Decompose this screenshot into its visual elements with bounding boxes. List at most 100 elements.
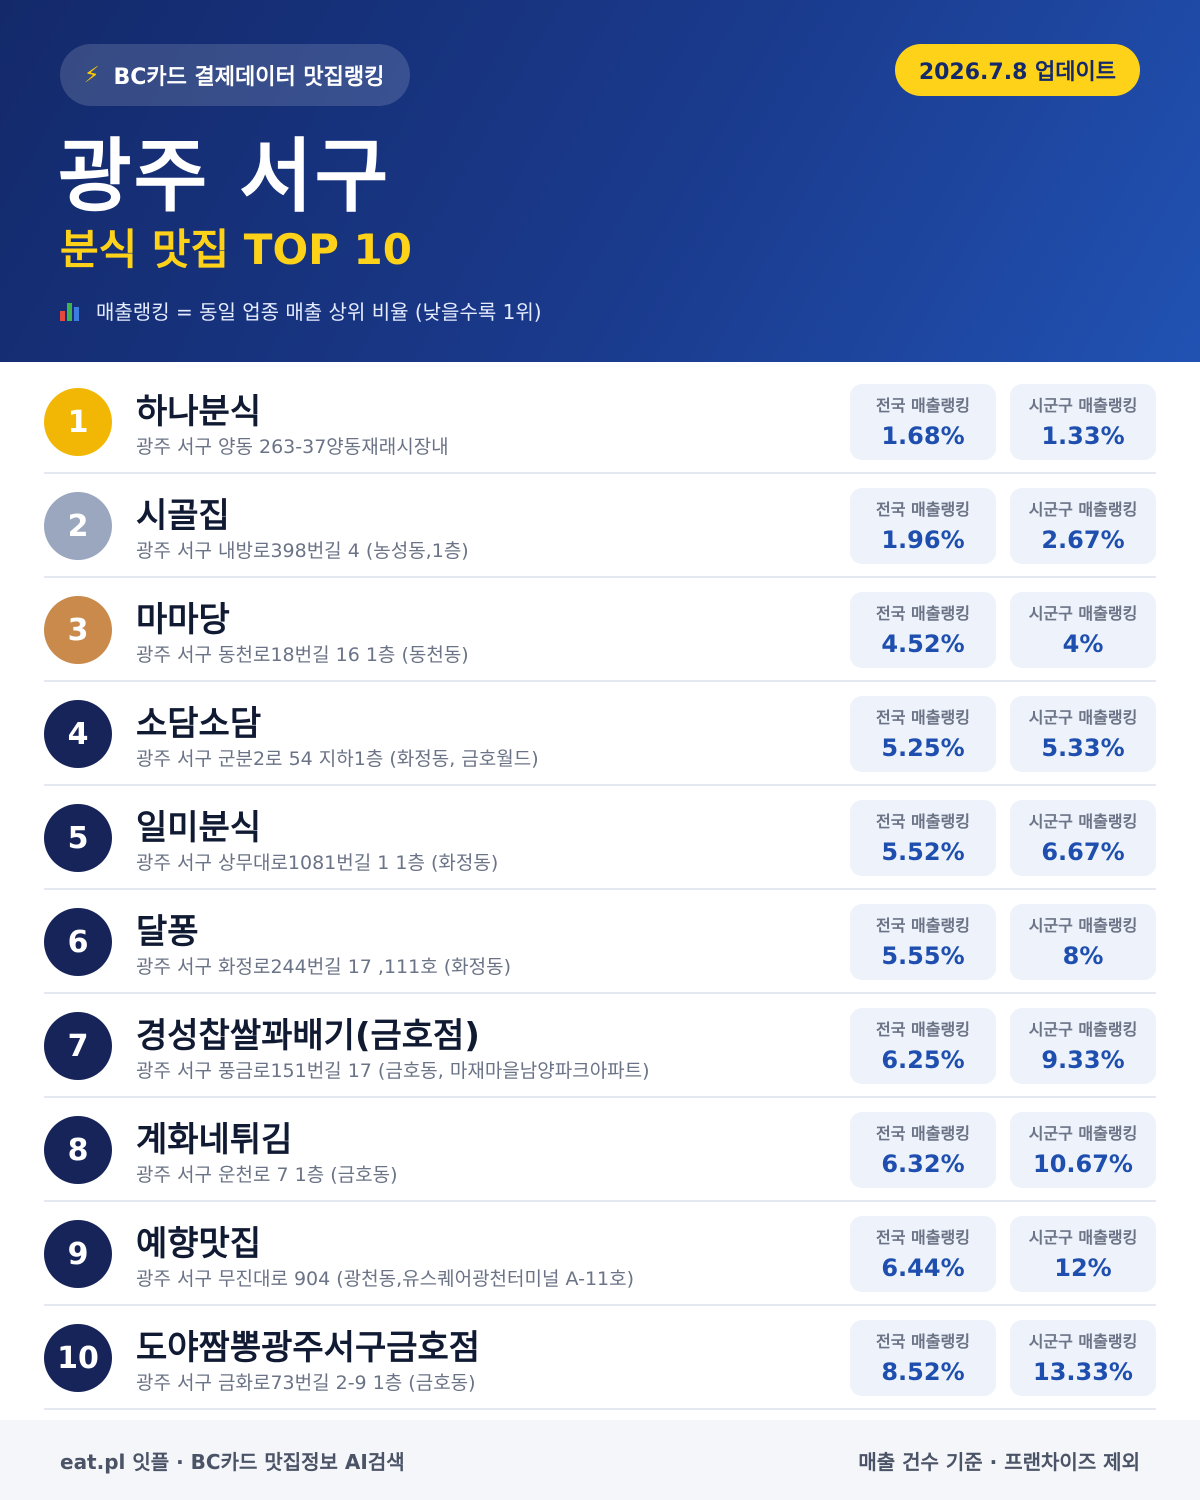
national-ranking-label: 전국 매출랭킹 (876, 708, 970, 727)
national-ranking-label: 전국 매출랭킹 (876, 500, 970, 519)
restaurant-name: 소담소담 (136, 704, 262, 744)
restaurant-address: 광주 서구 양동 263-37양동재래시장내 (136, 436, 449, 458)
source-label: BC카드 결제데이터 맛집랭킹 (113, 65, 385, 90)
restaurant-address: 광주 서구 내방로398번길 4 (농성동,1층) (136, 540, 469, 562)
local-ranking-value: 1.33% (1041, 422, 1125, 450)
legend-text: 매출랭킹 = 동일 업종 매출 상위 비율 (낮을수록 1위) (96, 300, 542, 324)
national-ranking-box: 전국 매출랭킹 8.52% (850, 1320, 996, 1396)
restaurant-name: 마마당 (136, 600, 230, 640)
local-ranking-box: 시군구 매출랭킹 13.33% (1010, 1320, 1156, 1396)
local-ranking-box: 시군구 매출랭킹 1.33% (1010, 384, 1156, 460)
update-label: 2026.7.8 업데이트 (918, 60, 1116, 85)
local-ranking-box: 시군구 매출랭킹 9.33% (1010, 1008, 1156, 1084)
region-title: 광주 서구 (58, 130, 391, 223)
rank-badge: 8 (44, 1116, 112, 1184)
restaurant-name: 달퐁 (136, 912, 199, 952)
restaurant-name: 계화네튀김 (136, 1120, 293, 1160)
restaurant-name: 일미분식 (136, 808, 262, 848)
list-item[interactable]: 5 일미분식 광주 서구 상무대로1081번길 1 1층 (화정동) 전국 매출랭킹 5… (44, 786, 1156, 890)
local-ranking-label: 시군구 매출랭킹 (1028, 1332, 1138, 1351)
national-ranking-value: 1.96% (881, 526, 965, 554)
national-ranking-value: 6.25% (881, 1046, 965, 1074)
restaurant-address: 광주 서구 금화로73번길 2-9 1층 (금호동) (136, 1372, 476, 1394)
national-ranking-box: 전국 매출랭킹 6.25% (850, 1008, 996, 1084)
national-ranking-box: 전국 매출랭킹 5.25% (850, 696, 996, 772)
list-item[interactable]: 4 소담소담 광주 서구 군분2로 54 지하1층 (화정동, 금호월드) 전국 매출… (44, 682, 1156, 786)
national-ranking-label: 전국 매출랭킹 (876, 812, 970, 831)
rank-badge: 9 (44, 1220, 112, 1288)
national-ranking-box: 전국 매출랭킹 1.96% (850, 488, 996, 564)
restaurant-name: 도야짬뽕광주서구금호점 (136, 1328, 481, 1368)
local-ranking-value: 13.33% (1033, 1358, 1133, 1386)
national-ranking-label: 전국 매출랭킹 (876, 396, 970, 415)
lightning-icon: ⚡ (84, 62, 100, 88)
national-ranking-box: 전국 매출랭킹 1.68% (850, 384, 996, 460)
local-ranking-box: 시군구 매출랭킹 10.67% (1010, 1112, 1156, 1188)
national-ranking-box: 전국 매출랭킹 6.44% (850, 1216, 996, 1292)
restaurant-address: 광주 서구 무진대로 904 (광천동,유스퀘어광천터미널 A-11호) (136, 1268, 635, 1290)
local-ranking-label: 시군구 매출랭킹 (1028, 812, 1138, 831)
national-ranking-box: 전국 매출랭킹 4.52% (850, 592, 996, 668)
national-ranking-box: 전국 매출랭킹 5.55% (850, 904, 996, 980)
local-ranking-value: 9.33% (1041, 1046, 1125, 1074)
national-ranking-value: 6.32% (881, 1150, 965, 1178)
national-ranking-value: 1.68% (881, 422, 965, 450)
national-ranking-box: 전국 매출랭킹 5.52% (850, 800, 996, 876)
local-ranking-label: 시군구 매출랭킹 (1028, 396, 1138, 415)
header-banner: ⚡ BC카드 결제데이터 맛집랭킹 2026.7.8 업데이트 광주 서구 분식… (0, 0, 1200, 362)
national-ranking-value: 6.44% (881, 1254, 965, 1282)
local-ranking-value: 4% (1062, 630, 1104, 658)
national-ranking-label: 전국 매출랭킹 (876, 916, 970, 935)
restaurant-name: 경성찹쌀꽈배기(금호점) (136, 1016, 480, 1056)
national-ranking-label: 전국 매출랭킹 (876, 1228, 970, 1247)
national-ranking-value: 5.55% (881, 942, 965, 970)
rank-badge: 2 (44, 492, 112, 560)
local-ranking-value: 10.67% (1033, 1150, 1133, 1178)
restaurant-name: 시골집 (136, 496, 230, 536)
local-ranking-label: 시군구 매출랭킹 (1028, 916, 1138, 935)
restaurant-address: 광주 서구 운천로 7 1층 (금호동) (136, 1164, 398, 1186)
rank-badge: 3 (44, 596, 112, 664)
restaurant-list: 1 하나분식 광주 서구 양동 263-37양동재래시장내 전국 매출랭킹 1.68% 시… (44, 370, 1156, 1410)
restaurant-address: 광주 서구 화정로244번길 17 ,111호 (화정동) (136, 956, 512, 978)
rank-badge: 1 (44, 388, 112, 456)
national-ranking-label: 전국 매출랭킹 (876, 1332, 970, 1351)
restaurant-name: 하나분식 (136, 392, 262, 432)
national-ranking-label: 전국 매출랭킹 (876, 1124, 970, 1143)
category-title: 분식 맛집 TOP 10 (60, 225, 413, 274)
footer: eat.pl 잇플 · BC카드 맛집정보 AI검색 매출 건수 기준 · 프랜… (0, 1420, 1200, 1500)
rank-badge: 6 (44, 908, 112, 976)
restaurant-name: 예향맛집 (136, 1224, 262, 1264)
update-date-badge: 2026.7.8 업데이트 (894, 44, 1140, 96)
ranking-legend: 매출랭킹 = 동일 업종 매출 상위 비율 (낮을수록 1위) (60, 296, 542, 325)
local-ranking-value: 8% (1062, 942, 1104, 970)
rank-badge: 10 (44, 1324, 112, 1392)
national-ranking-box: 전국 매출랭킹 6.32% (850, 1112, 996, 1188)
source-badge: ⚡ BC카드 결제데이터 맛집랭킹 (60, 44, 411, 106)
local-ranking-box: 시군구 매출랭킹 6.67% (1010, 800, 1156, 876)
restaurant-address: 광주 서구 동천로18번길 16 1층 (동천동) (136, 644, 469, 666)
local-ranking-label: 시군구 매출랭킹 (1028, 500, 1138, 519)
local-ranking-box: 시군구 매출랭킹 4% (1010, 592, 1156, 668)
list-item[interactable]: 7 경성찹쌀꽈배기(금호점) 광주 서구 풍금로151번길 17 (금호동, 마재마… (44, 994, 1156, 1098)
national-ranking-label: 전국 매출랭킹 (876, 604, 970, 623)
rank-badge: 4 (44, 700, 112, 768)
local-ranking-label: 시군구 매출랭킹 (1028, 708, 1138, 727)
national-ranking-value: 5.25% (881, 734, 965, 762)
national-ranking-value: 8.52% (881, 1358, 965, 1386)
rank-badge: 5 (44, 804, 112, 872)
local-ranking-label: 시군구 매출랭킹 (1028, 1020, 1138, 1039)
local-ranking-label: 시군구 매출랭킹 (1028, 604, 1138, 623)
local-ranking-value: 5.33% (1041, 734, 1125, 762)
local-ranking-box: 시군구 매출랭킹 12% (1010, 1216, 1156, 1292)
national-ranking-value: 4.52% (881, 630, 965, 658)
footer-note: 매출 건수 기준 · 프랜차이즈 제외 (858, 1449, 1140, 1474)
bar-chart-icon (60, 301, 82, 321)
